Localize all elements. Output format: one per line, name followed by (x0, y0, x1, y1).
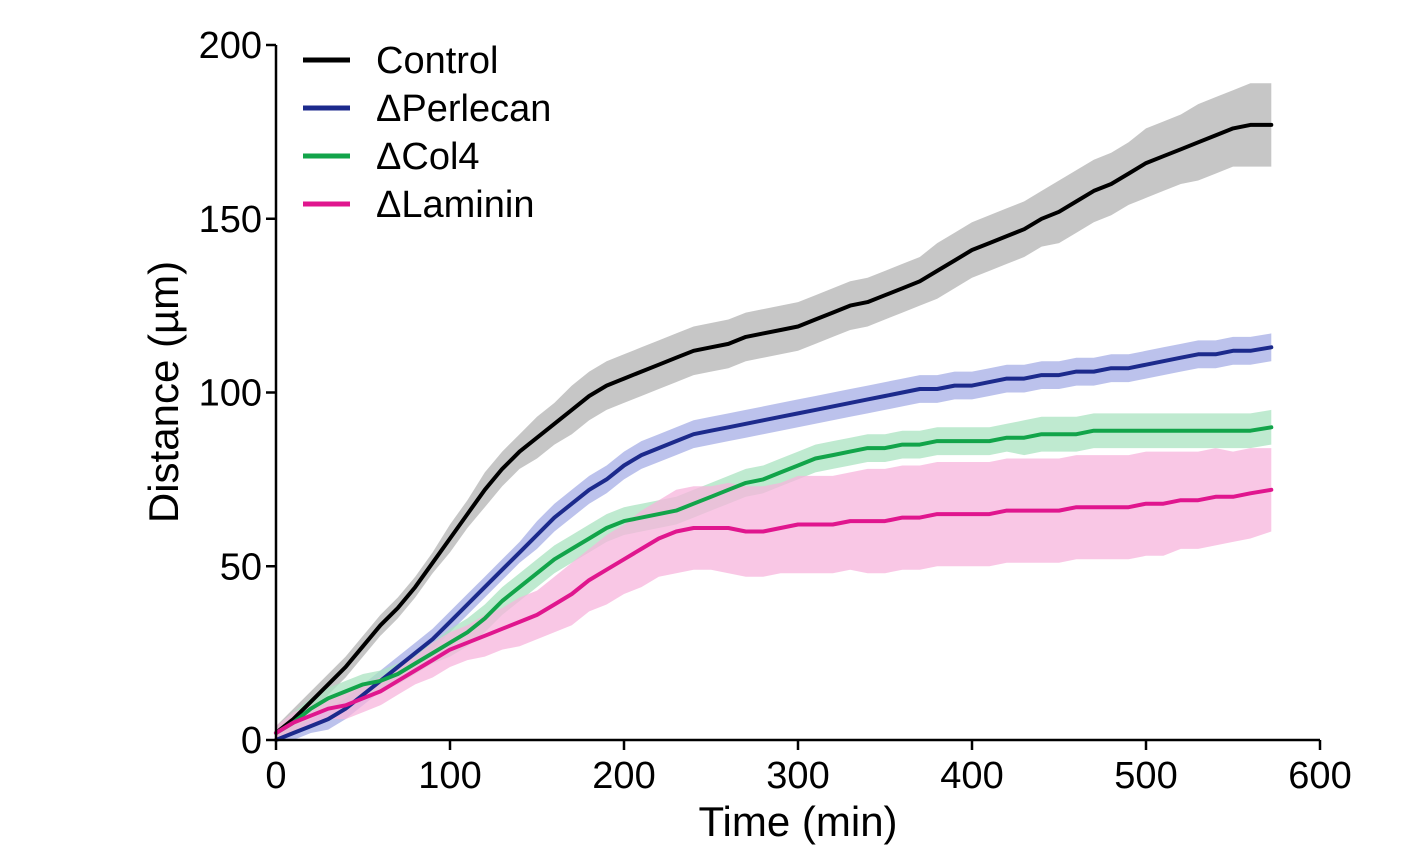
line-delta-perlecan (274, 345, 1274, 742)
x-tick-label-0: 0 (265, 755, 286, 797)
line-delta-laminin (274, 487, 1274, 735)
x-tick-label-200: 200 (592, 755, 655, 797)
legend: Control ΔPerlecan ΔCol4 ΔLaminin (303, 40, 551, 226)
x-tick-label-600: 600 (1288, 755, 1351, 797)
series-lines (274, 122, 1274, 742)
line-delta-col4 (274, 425, 1274, 735)
y-tick-label-200: 200 (199, 25, 262, 67)
y-tick-label-0: 0 (241, 720, 262, 762)
legend-label-control: Control (376, 40, 499, 82)
y-axis-title: Distance (µm) (140, 261, 187, 523)
x-tick-label-400: 400 (940, 755, 1003, 797)
band-delta-perlecan (276, 333, 1272, 740)
x-axis-title: Time (min) (698, 798, 897, 845)
band-control (276, 83, 1272, 740)
x-tick-label-500: 500 (1114, 755, 1177, 797)
x-tick-label-300: 300 (766, 755, 829, 797)
y-tick-label-150: 150 (199, 199, 262, 241)
axis-ticks: 0 100 200 300 400 500 600 0 50 100 150 200 (199, 25, 1352, 797)
x-tick-label-100: 100 (418, 755, 481, 797)
line-control (274, 122, 1274, 735)
legend-label-delta-col4: ΔCol4 (376, 136, 480, 178)
band-delta-laminin (276, 448, 1272, 740)
error-bands (276, 83, 1272, 740)
y-tick-label-50: 50 (220, 546, 262, 588)
legend-label-delta-perlecan: ΔPerlecan (376, 88, 551, 130)
legend-label-delta-laminin: ΔLaminin (376, 184, 534, 226)
y-tick-label-100: 100 (199, 373, 262, 415)
